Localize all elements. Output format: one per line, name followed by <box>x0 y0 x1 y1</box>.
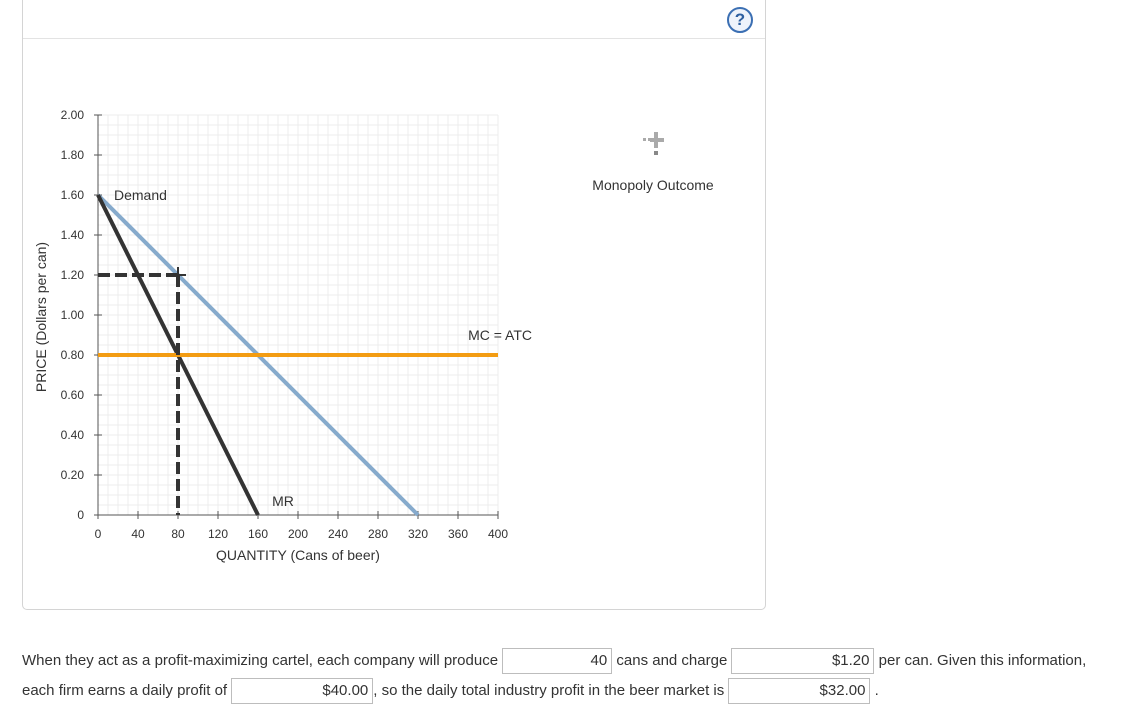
y-tick-label: 1.40 <box>61 228 85 242</box>
price-quantity-chart[interactable]: 0 40 80 120 160 200 240 280 320 360 400 0 0.20 0.40 0.… <box>23 0 767 610</box>
demand-label: Demand <box>114 187 167 203</box>
y-tick-label: 2.00 <box>61 108 85 122</box>
x-tick-label: 360 <box>448 527 468 541</box>
x-axis-label: QUANTITY (Cans of beer) <box>216 547 380 563</box>
mc-atc-label: MC = ATC <box>468 327 532 343</box>
question-mark-icon[interactable]: ? <box>727 7 753 33</box>
y-tick-label: 1.20 <box>61 268 85 282</box>
y-tick-label: 1.60 <box>61 188 85 202</box>
y-tick-label: 0 <box>77 508 84 522</box>
price-answer-box[interactable]: $1.20 <box>731 648 875 675</box>
y-tick-label: 0.20 <box>61 468 85 482</box>
y-axis-label: PRICE (Dollars per can) <box>33 242 49 392</box>
question-text: When they act as a profit-maximizing car… <box>22 646 1122 706</box>
x-tick-label: 200 <box>288 527 308 541</box>
x-tick-label: 160 <box>248 527 268 541</box>
x-tick-label: 40 <box>131 527 145 541</box>
y-tick-label: 0.80 <box>61 348 85 362</box>
x-tick-label: 400 <box>488 527 508 541</box>
industry-profit-answer-box[interactable]: $32.00 <box>728 678 871 705</box>
question-part3: per can. Given this information, each fi… <box>22 652 1087 699</box>
panel-divider <box>23 38 765 39</box>
question-part2: cans and charge <box>616 652 728 669</box>
quantity-answer-box[interactable]: 40 <box>502 648 613 675</box>
x-tick-label: 120 <box>208 527 228 541</box>
x-tick-label: 80 <box>171 527 185 541</box>
y-tick-label: 1.00 <box>61 308 85 322</box>
y-tick-label: 0.40 <box>61 428 85 442</box>
question-part4: , so the daily total industry profit in … <box>373 682 725 699</box>
x-tick-label: 0 <box>95 527 102 541</box>
graph-panel: ? 0 40 80 120 160 200 240 280 320 360 400 0 0.20 0.40… <box>22 0 766 610</box>
x-tick-label: 280 <box>368 527 388 541</box>
y-tick-label: 1.80 <box>61 148 85 162</box>
x-tick-label: 320 <box>408 527 428 541</box>
crosshair-plus-icon[interactable] <box>641 130 671 156</box>
monopoly-outcome-tool-label: Monopoly Outcome <box>592 177 714 193</box>
firm-profit-answer-box[interactable]: $40.00 <box>231 678 374 705</box>
question-part5: . <box>874 682 879 699</box>
question-part1: When they act as a profit-maximizing car… <box>22 652 499 669</box>
x-tick-label: 240 <box>328 527 348 541</box>
y-tick-label: 0.60 <box>61 388 85 402</box>
mr-label: MR <box>272 493 294 509</box>
